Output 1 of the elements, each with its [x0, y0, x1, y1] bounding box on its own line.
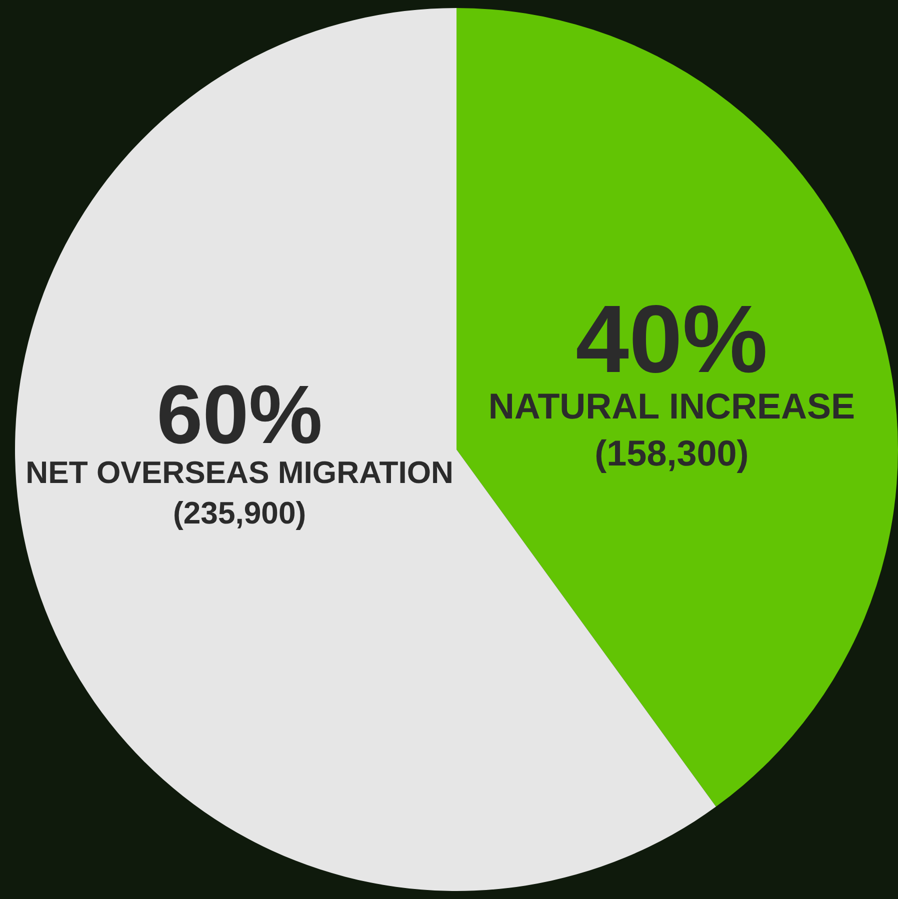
pie-slice [456, 8, 898, 807]
